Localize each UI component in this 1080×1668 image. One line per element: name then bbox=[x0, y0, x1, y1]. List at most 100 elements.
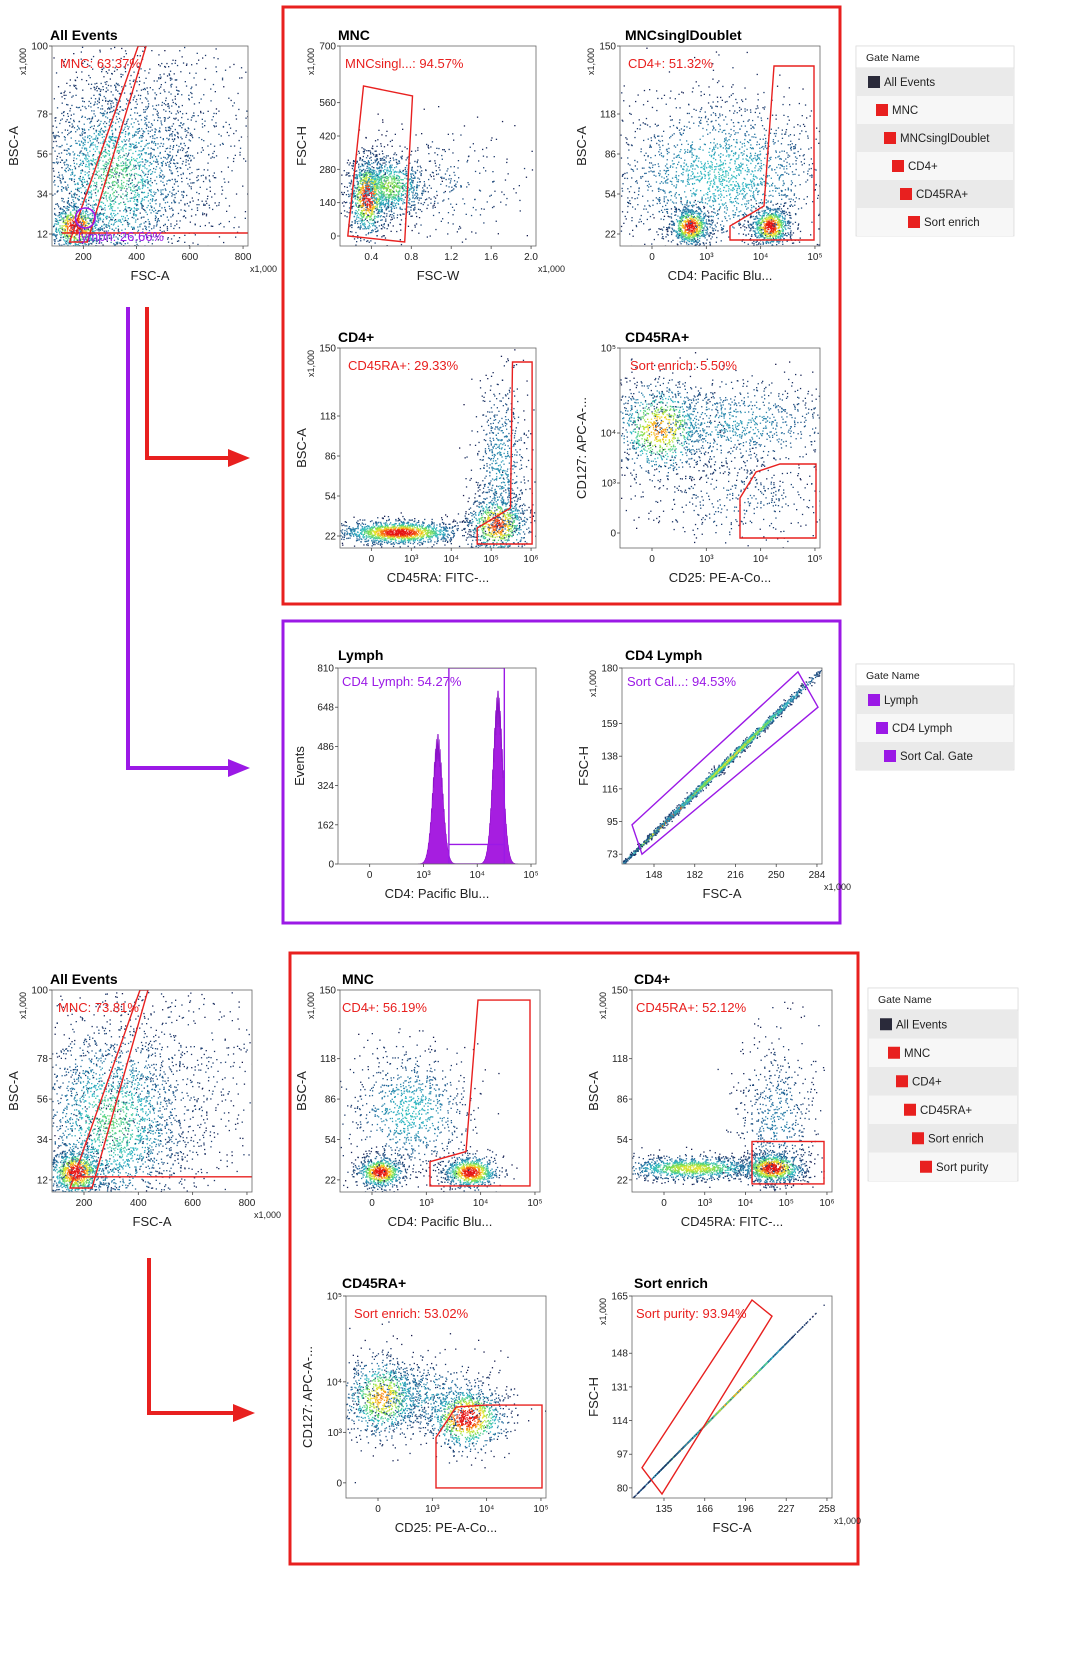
gate-1[interactable] bbox=[347, 85, 414, 243]
y-axis-label: FSC-H bbox=[576, 746, 591, 786]
gate-tree-item-lymph[interactable]: Lymph bbox=[857, 686, 1013, 714]
gate-tree-item-all-events[interactable]: All Events bbox=[857, 68, 1013, 96]
y-tick-label: 86 bbox=[325, 452, 337, 463]
y-multiplier: x1,000 bbox=[598, 992, 608, 1019]
y-tick-label: 97 bbox=[617, 1450, 629, 1461]
panel-p3-all-events: All Events 12 34 56 78 100 200 400 600 800 FSC-A BS… bbox=[6, 971, 281, 1229]
gate-tree-label: Sort enrich bbox=[924, 217, 980, 229]
plot-border bbox=[339, 989, 541, 1193]
gate-1[interactable] bbox=[429, 999, 531, 1187]
gate-1[interactable] bbox=[739, 463, 817, 539]
gate-tree-item-cd4[interactable]: CD4+ bbox=[869, 1067, 1017, 1096]
y-tick-label: 138 bbox=[601, 752, 618, 763]
y-tick-label: 324 bbox=[317, 781, 334, 792]
plot-area bbox=[340, 349, 536, 548]
x-tick-label: 10³ bbox=[699, 554, 714, 565]
gate-1[interactable] bbox=[448, 668, 506, 864]
x-axis-label: FSC-W bbox=[417, 268, 460, 283]
y-tick-label: 78 bbox=[37, 110, 49, 121]
x-tick-label: 196 bbox=[737, 1504, 754, 1515]
y-multiplier: x1,000 bbox=[306, 48, 316, 75]
gate-tree-label: CD45RA+ bbox=[920, 1105, 972, 1117]
x-tick-label: 182 bbox=[686, 870, 703, 881]
gate-tree-label: Lymph bbox=[884, 695, 918, 707]
y-tick-label: 165 bbox=[611, 1292, 628, 1303]
x-tick-label: 10⁵ bbox=[483, 554, 498, 565]
gate-tree-item-sort-purity[interactable]: Sort purity bbox=[869, 1152, 1017, 1182]
gate-tree-item-sort-enrich[interactable]: Sort enrich bbox=[869, 1124, 1017, 1153]
y-tick-label: 10⁴ bbox=[601, 429, 616, 440]
x-tick-label: 0 bbox=[661, 1198, 667, 1209]
y-tick-label: 10⁵ bbox=[327, 1292, 342, 1303]
gate-3[interactable] bbox=[74, 207, 96, 229]
x-tick-label: 10³ bbox=[425, 1504, 440, 1515]
plot-area bbox=[620, 47, 820, 246]
y-multiplier: x1,000 bbox=[598, 1298, 608, 1325]
plot-area bbox=[52, 990, 252, 1192]
gate-1[interactable] bbox=[68, 46, 147, 243]
x-tick-label: 0 bbox=[369, 554, 375, 565]
x-tick-label: 200 bbox=[76, 1198, 93, 1209]
y-tick-label: 34 bbox=[37, 1135, 49, 1146]
y-tick-label: 10⁴ bbox=[327, 1377, 342, 1388]
gate-tree-item-sort-cal-gate[interactable]: Sort Cal. Gate bbox=[857, 742, 1013, 770]
x-axis-label: CD25: PE-A-Co... bbox=[669, 570, 772, 585]
y-axis-label: CD127: APC-A-... bbox=[574, 397, 589, 499]
panel-p3-cd4: CD4+ 22 54 86 118 150 0 10³ 10⁴ 10⁵ 10⁶ CD45RA: FIT… bbox=[586, 971, 835, 1229]
y-multiplier: x1,000 bbox=[18, 48, 28, 75]
y-axis-label: BSC-A bbox=[294, 428, 309, 468]
gate-tree-label: Sort purity bbox=[936, 1162, 989, 1174]
gate-hierarchy-panel-2: Gate Name Lymph CD4 Lymph Sort Cal. Gate bbox=[855, 663, 1015, 771]
y-tick-label: 118 bbox=[600, 110, 616, 121]
y-tick-label: 150 bbox=[599, 42, 616, 53]
gate-1[interactable] bbox=[631, 670, 819, 856]
y-tick-label: 54 bbox=[617, 1135, 629, 1146]
gate-stat-sort-enrich: Sort enrich: 53.02% bbox=[354, 1306, 469, 1321]
y-tick-label: 280 bbox=[319, 165, 336, 176]
gate-tree-item-cd45ra[interactable]: CD45RA+ bbox=[869, 1095, 1017, 1125]
gate-tree-item-sort-enrich[interactable]: Sort enrich bbox=[857, 208, 1013, 236]
gate-1[interactable] bbox=[751, 1140, 825, 1185]
gate-1[interactable] bbox=[729, 65, 815, 241]
gate-tree-item-mnc[interactable]: MNC bbox=[869, 1038, 1017, 1068]
plot-area bbox=[340, 999, 531, 1192]
y-tick-label: 22 bbox=[605, 230, 617, 241]
plot-border bbox=[621, 667, 823, 865]
panel-title: Sort enrich bbox=[634, 1275, 708, 1291]
gate-tree-item-mncsingldoublet[interactable]: MNCsinglDoublet bbox=[857, 124, 1013, 152]
panel-title: MNCsinglDoublet bbox=[625, 27, 742, 43]
y-axis-label: BSC-A bbox=[586, 1071, 601, 1111]
y-axis-label: BSC-A bbox=[6, 126, 21, 166]
gate-1[interactable] bbox=[435, 1404, 543, 1489]
x-multiplier: x1,000 bbox=[834, 1516, 861, 1526]
x-tick-label: 10³ bbox=[404, 554, 419, 565]
y-tick-label: 86 bbox=[325, 1095, 337, 1106]
y-tick-label: 114 bbox=[612, 1416, 628, 1427]
gate-tree-item-mnc[interactable]: MNC bbox=[857, 96, 1013, 124]
x-axis-label: FSC-A bbox=[703, 886, 742, 901]
x-axis-label: FSC-A bbox=[713, 1520, 752, 1535]
y-tick-label: 140 bbox=[319, 198, 336, 209]
x-axis-label: FSC-A bbox=[131, 268, 170, 283]
gate-hierarchy-header: Gate Name bbox=[866, 52, 920, 64]
y-tick-label: 86 bbox=[605, 150, 617, 161]
plot-border bbox=[631, 1295, 833, 1499]
plot-area bbox=[622, 668, 822, 864]
gate-tree-item-cd4[interactable]: CD4+ bbox=[857, 152, 1013, 180]
gate-1[interactable] bbox=[641, 1298, 773, 1496]
x-tick-label: 1.6 bbox=[484, 252, 498, 263]
plot-border bbox=[631, 989, 833, 1193]
panel-title: CD45RA+ bbox=[342, 1275, 406, 1291]
y-tick-label: 810 bbox=[317, 664, 334, 675]
gate-1[interactable] bbox=[476, 361, 533, 545]
gate-tree-item-cd45ra[interactable]: CD45RA+ bbox=[857, 180, 1013, 208]
gate-color-swatch bbox=[880, 1018, 892, 1031]
x-tick-label: 10⁵ bbox=[807, 554, 822, 565]
gate-tree-item-all-events[interactable]: All Events bbox=[869, 1010, 1017, 1039]
gate-color-swatch bbox=[868, 694, 880, 706]
gate-tree-item-cd4-lymph[interactable]: CD4 Lymph bbox=[857, 714, 1013, 742]
y-tick-label: 150 bbox=[319, 986, 336, 997]
gate-1[interactable] bbox=[69, 990, 149, 1189]
y-multiplier: x1,000 bbox=[586, 48, 596, 75]
x-tick-label: 0 bbox=[369, 1198, 375, 1209]
